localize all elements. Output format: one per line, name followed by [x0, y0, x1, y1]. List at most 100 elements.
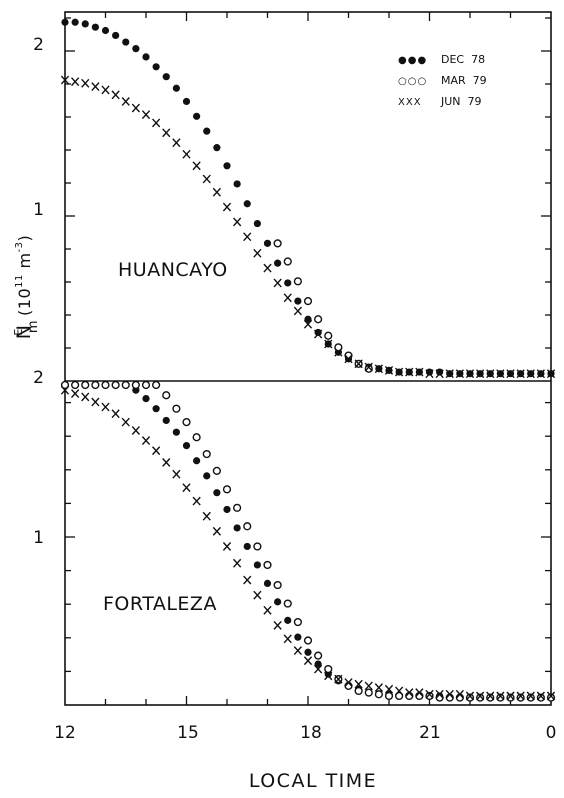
data-point-jun-79: [212, 526, 221, 536]
cross-stroke: [253, 248, 262, 258]
cross-stroke: [536, 369, 545, 379]
data-point-dec-78: [284, 616, 292, 624]
data-point-mar-79: [516, 693, 525, 702]
y-axis-title: NEm(1011 m-3): [12, 235, 41, 340]
data-point-mar-79: [314, 651, 323, 660]
data-point-mar-79: [243, 522, 252, 531]
data-point-jun-79: [415, 688, 424, 698]
data-point-jun-79: [465, 691, 475, 701]
data-point-dec-78: [284, 279, 292, 287]
cross-stroke: [314, 329, 323, 339]
data-point-dec-78: [223, 505, 231, 514]
data-point-dec-78: [152, 405, 160, 413]
data-point-jun-79: [405, 688, 414, 698]
data-point-jun-79: [202, 174, 211, 184]
data-point-mar-79: [192, 433, 201, 442]
cross-stroke: [435, 689, 444, 699]
data-point-jun-79: [233, 217, 242, 227]
station-label-huancayo: HUANCAYO: [118, 259, 228, 281]
data-point-dec-78: [213, 144, 221, 152]
data-point-jun-79: [263, 605, 272, 615]
data-point-dec-78: [112, 31, 120, 40]
data-point-dec-78: [304, 648, 312, 656]
data-point-mar-79: [303, 636, 313, 645]
data-point-jun-79: [334, 674, 343, 684]
cross-stroke: [354, 679, 363, 689]
cross-stroke: [465, 369, 475, 379]
data-point-dec-78: [172, 84, 180, 92]
data-point-mar-79: [334, 343, 343, 352]
cross-stroke: [344, 678, 353, 687]
data-point-mar-79: [253, 542, 262, 551]
data-point-mar-79: [283, 257, 292, 266]
cross-stroke: [121, 97, 130, 106]
axis-ticks: [65, 12, 551, 705]
data-point-jun-79: [455, 369, 464, 379]
cross-stroke: [536, 691, 545, 701]
data-point-jun-79: [536, 369, 545, 379]
data-point-jun-79: [71, 77, 80, 87]
legend-label-mar-79: MAR 79: [441, 74, 487, 87]
cross-stroke: [476, 691, 485, 701]
cross-stroke: [283, 634, 292, 644]
data-point-jun-79: [425, 369, 434, 379]
data-point-jun-79: [253, 590, 262, 600]
cross-stroke: [395, 686, 404, 696]
data-point-jun-79: [435, 369, 444, 379]
cross-stroke: [162, 128, 171, 138]
data-point-mar-79: [293, 277, 302, 286]
data-point-jun-79: [162, 458, 171, 467]
data-point-mar-79: [152, 380, 161, 390]
cross-stroke: [172, 138, 181, 148]
x-tick-label-15: 15: [177, 723, 199, 743]
data-point-jun-79: [496, 369, 505, 379]
cross-stroke: [496, 691, 505, 701]
data-marks: [60, 18, 556, 702]
cross-stroke: [425, 369, 434, 379]
data-point-mar-79: [324, 331, 333, 340]
data-point-mar-79: [486, 693, 495, 702]
cross-stroke: [71, 389, 80, 398]
y-axis-superscript: E: [12, 328, 25, 335]
cross-stroke: [516, 369, 525, 379]
cross-stroke: [384, 365, 394, 375]
cross-stroke: [81, 78, 90, 88]
cross-stroke: [293, 646, 302, 656]
cross-stroke: [526, 691, 535, 701]
data-point-mar-79: [131, 380, 140, 390]
y-axis-units-exponent: 11: [14, 274, 25, 288]
data-point-jun-79: [283, 634, 292, 644]
cross-stroke: [486, 691, 495, 701]
data-point-mar-79: [283, 599, 292, 608]
data-point-jun-79: [101, 402, 110, 412]
data-point-dec-78: [274, 598, 282, 606]
cross-stroke: [91, 397, 100, 407]
data-point-dec-78: [152, 63, 160, 71]
y-axis-symbol: N: [13, 325, 35, 340]
cross-stroke: [212, 526, 221, 536]
data-point-dec-78: [304, 315, 312, 323]
data-point-jun-79: [476, 369, 485, 379]
data-point-dec-78: [81, 20, 89, 28]
cross-stroke: [141, 436, 151, 446]
data-point-dec-78: [263, 239, 272, 247]
cross-stroke: [60, 385, 70, 395]
data-point-mar-79: [212, 466, 221, 475]
cross-stroke: [516, 691, 525, 701]
data-point-jun-79: [425, 689, 434, 699]
data-point-mar-79: [526, 693, 535, 702]
data-point-mar-79: [536, 693, 545, 702]
cross-stroke: [111, 90, 120, 100]
data-point-mar-79: [162, 391, 171, 400]
cross-stroke: [303, 656, 313, 666]
cross-stroke: [546, 691, 556, 701]
cross-stroke: [324, 671, 333, 681]
data-point-jun-79: [364, 681, 373, 691]
data-point-mar-79: [354, 686, 363, 696]
cross-stroke: [273, 620, 282, 630]
data-point-dec-78: [233, 180, 241, 188]
data-point-dec-78: [253, 561, 261, 569]
data-point-jun-79: [111, 90, 120, 100]
cross-stroke: [253, 590, 262, 600]
cross-stroke: [445, 369, 454, 379]
